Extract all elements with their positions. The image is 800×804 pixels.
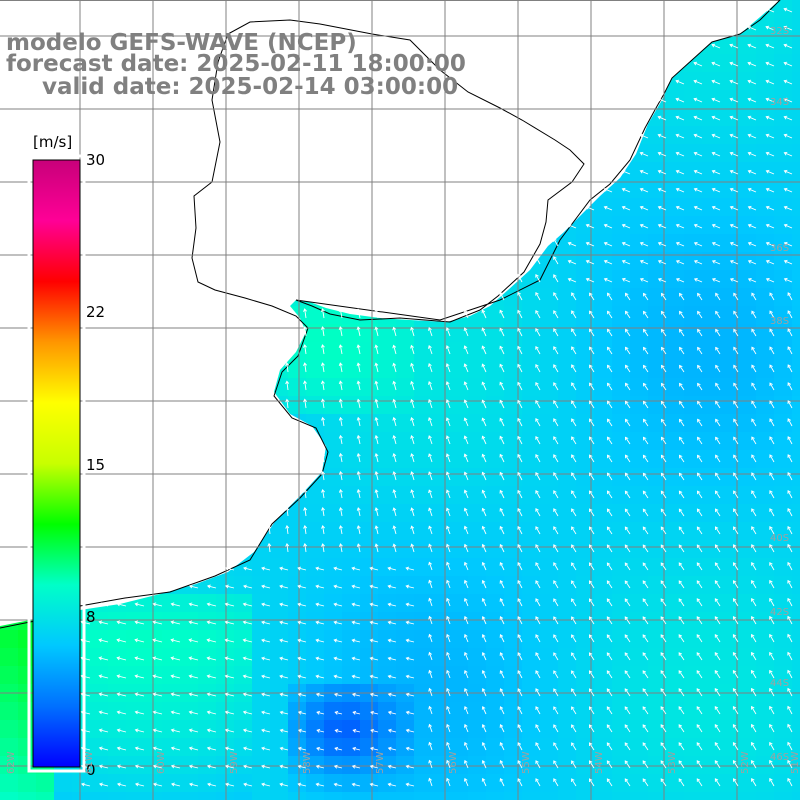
lon-label: 61W bbox=[84, 751, 95, 774]
lat-label: 34S bbox=[770, 97, 790, 108]
model-title: modelo GEFS-WAVE (NCEP) bbox=[6, 30, 357, 56]
lat-label: 46S bbox=[770, 752, 790, 763]
lon-label: 52W bbox=[740, 751, 751, 774]
lon-label: 54W bbox=[594, 751, 605, 774]
colorbar-tick-8: 8 bbox=[86, 608, 96, 626]
colorbar-unit: [m/s] bbox=[33, 133, 73, 151]
lon-label: 59W bbox=[229, 751, 240, 774]
coastline bbox=[0, 0, 781, 629]
lon-label: 56W bbox=[448, 751, 459, 774]
land-mask bbox=[0, 0, 800, 626]
lon-label: 58W bbox=[302, 751, 313, 774]
lon-label: 51W bbox=[790, 751, 800, 774]
lat-label: 32S bbox=[770, 26, 790, 37]
lon-label: 57W bbox=[375, 751, 386, 774]
lat-label: 36S bbox=[770, 243, 790, 254]
lat-label: 42S bbox=[770, 607, 790, 618]
colorbar-tick-0: 0 bbox=[86, 761, 96, 779]
lat-label: 44S bbox=[770, 678, 790, 689]
colorbar-tick-30: 30 bbox=[86, 151, 106, 169]
colorbar bbox=[27, 154, 86, 773]
valid-date: valid date: 2025-02-14 03:00:00 bbox=[42, 74, 459, 100]
lon-label: 55W bbox=[521, 751, 532, 774]
colorbar-tick-15: 15 bbox=[86, 456, 106, 474]
lon-label: 60W bbox=[156, 751, 167, 774]
lat-label: 40S bbox=[770, 533, 790, 544]
forecast-date: forecast date: 2025-02-11 18:00:00 bbox=[6, 51, 466, 77]
lon-label: 53W bbox=[667, 751, 678, 774]
lat-label: 38S bbox=[770, 316, 790, 327]
lon-label: 62W bbox=[6, 751, 17, 774]
colorbar-tick-22: 22 bbox=[86, 303, 106, 321]
wind-direction-arrows bbox=[80, 7, 793, 787]
